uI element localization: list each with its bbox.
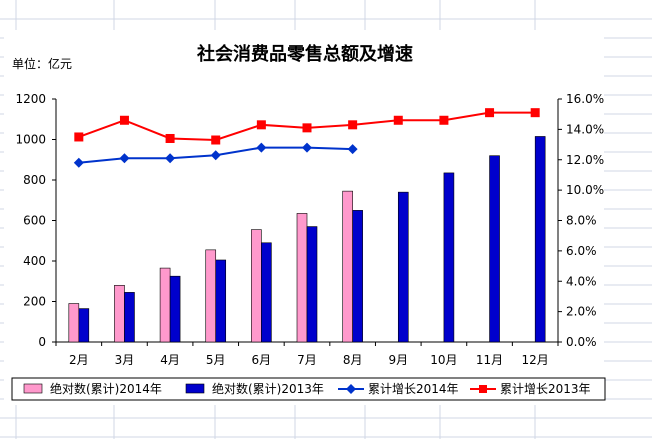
x-tick-label: 6月 — [252, 353, 272, 367]
bar-2013 — [78, 308, 90, 343]
right-tick-label: 16.0% — [566, 92, 604, 106]
bar-2014 — [68, 303, 80, 343]
legend-label: 绝对数(累计)2013年 — [212, 381, 324, 396]
right-tick-label: 8.0% — [566, 214, 597, 228]
x-tick-label: 12月 — [522, 353, 549, 367]
legend-marker — [346, 384, 356, 394]
point-growth-2013 — [119, 115, 129, 125]
x-tick-label: 7月 — [297, 353, 317, 367]
point-growth-2013 — [302, 123, 312, 133]
point-growth-2014 — [256, 142, 267, 153]
bar-2013 — [489, 155, 500, 343]
point-growth-2014 — [302, 142, 312, 153]
left-tick-label: 800 — [23, 173, 46, 187]
bar-2013 — [534, 136, 546, 343]
legend-swatch — [23, 383, 43, 394]
legend-label: 累计增长2013年 — [500, 382, 591, 396]
right-tick-label: 6.0% — [566, 244, 597, 258]
point-growth-2014 — [73, 157, 84, 168]
point-growth-2013 — [165, 133, 175, 143]
bar-2014 — [114, 284, 125, 343]
x-tick-label: 8月 — [343, 353, 363, 367]
point-growth-2014 — [210, 150, 221, 161]
left-tick-label: 600 — [23, 214, 46, 228]
bar-2013 — [169, 275, 181, 343]
left-tick-label: 1000 — [15, 133, 46, 147]
bar-2014 — [251, 229, 262, 343]
x-tick-label: 5月 — [206, 353, 226, 367]
point-growth-2013 — [439, 115, 449, 125]
bar-2013 — [443, 172, 455, 343]
point-growth-2014 — [119, 153, 130, 164]
right-tick-label: 12.0% — [566, 153, 604, 167]
legend-box — [11, 377, 606, 401]
point-growth-2014 — [165, 153, 176, 164]
point-growth-2014 — [347, 144, 358, 155]
legend: 绝对数(累计)2014年 绝对数(累计)2013年 累计增长2014年 累计增长201… — [11, 377, 606, 401]
bar-2013 — [397, 191, 409, 343]
point-growth-2013 — [256, 120, 266, 130]
unit-label: 单位：亿元 — [12, 56, 72, 71]
x-tick-label: 10月 — [430, 353, 457, 367]
legend-label: 累计增长2014年 — [368, 382, 459, 396]
x-tick-label: 9月 — [388, 353, 408, 367]
chart-title: 社会消费品零售总额及增速 — [197, 43, 413, 65]
bar-2013 — [261, 242, 272, 343]
legend-swatch — [185, 383, 205, 394]
point-growth-2013 — [348, 120, 358, 130]
bar-2013 — [352, 210, 363, 343]
bar-2014 — [296, 213, 308, 343]
bar-2014 — [205, 249, 217, 343]
legend-label: 绝对数(累计)2014年 — [50, 381, 162, 396]
right-tick-label: 14.0% — [566, 122, 604, 136]
right-tick-label: 10.0% — [566, 183, 604, 197]
bar-2014 — [159, 267, 171, 343]
right-tick-label: 0.0% — [566, 335, 597, 349]
bar-2013 — [215, 259, 227, 343]
x-tick-label: 11月 — [476, 353, 503, 367]
x-tick-label: 4月 — [160, 353, 180, 367]
left-tick-label: 0 — [38, 335, 46, 349]
left-tick-label: 1200 — [15, 92, 46, 106]
point-growth-2013 — [393, 115, 403, 125]
x-tick-label: 2月 — [69, 353, 89, 367]
point-growth-2013 — [211, 135, 221, 145]
bar-2013 — [124, 292, 135, 343]
left-tick-label: 200 — [23, 295, 46, 309]
x-tick-label: 3月 — [115, 353, 135, 367]
point-growth-2013 — [74, 132, 84, 142]
right-tick-label: 4.0% — [566, 274, 597, 288]
legend-marker — [479, 385, 487, 393]
plot-area: 0 200 400 600 800 1000 1200 0.0% 2.0% 4.0% 6.0% 8.0… — [15, 92, 604, 367]
right-tick-label: 2.0% — [566, 305, 597, 319]
point-growth-2013 — [485, 108, 495, 118]
point-growth-2013 — [530, 108, 540, 118]
bar-2013 — [306, 226, 318, 343]
bar-2014 — [342, 190, 353, 343]
left-tick-label: 400 — [23, 254, 46, 268]
